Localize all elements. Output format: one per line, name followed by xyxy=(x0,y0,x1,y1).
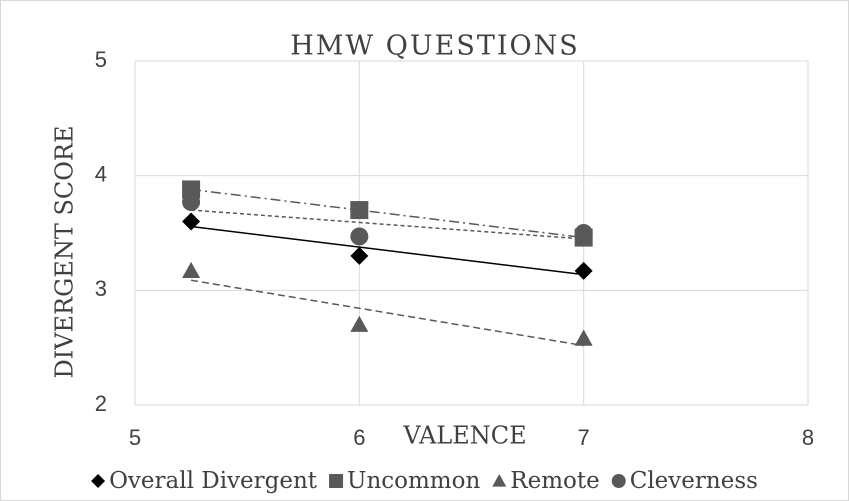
marker xyxy=(182,212,201,231)
trendline xyxy=(190,279,584,347)
marker xyxy=(91,474,106,488)
legend-item: Cleverness xyxy=(611,468,758,494)
trendline xyxy=(191,209,584,240)
marks xyxy=(182,180,593,347)
y-tick-label: 3 xyxy=(95,276,107,301)
legend-label: Cleverness xyxy=(630,468,758,494)
marker xyxy=(182,193,201,212)
x-tick-label: 8 xyxy=(802,425,814,450)
y-tick-label: 5 xyxy=(95,47,107,72)
marker xyxy=(492,474,507,487)
x-axis-label: VALENCE xyxy=(402,422,526,450)
marker xyxy=(182,261,201,279)
marker xyxy=(574,261,593,280)
x-tick-label: 7 xyxy=(578,425,590,450)
marker xyxy=(350,315,369,332)
legend-label: Uncommon xyxy=(347,468,480,494)
y-tick-label: 4 xyxy=(95,161,107,186)
legend: Overall Divergent Uncommon Remote Clevernes… xyxy=(91,468,758,494)
legend-item: Remote xyxy=(492,468,600,494)
x-tick-label: 5 xyxy=(129,425,141,450)
y-axis-label: DIVERGENT SCORE xyxy=(51,125,79,378)
legend-item: Uncommon xyxy=(329,468,480,494)
y-tick-label: 2 xyxy=(95,391,107,416)
legend-label: Overall Divergent xyxy=(109,468,318,494)
legend-item: Overall Divergent xyxy=(91,468,318,494)
marker xyxy=(182,180,201,199)
marker xyxy=(350,246,369,265)
trendline xyxy=(190,188,584,239)
marker xyxy=(574,329,593,346)
legend-label: Remote xyxy=(510,468,599,494)
marker xyxy=(350,227,369,246)
chart-title: HMW QUESTIONS xyxy=(290,31,580,62)
marker xyxy=(611,474,626,488)
marker xyxy=(574,224,593,242)
marker xyxy=(329,474,344,488)
marker xyxy=(350,201,369,220)
x-tick-label: 6 xyxy=(353,425,365,450)
trendline xyxy=(190,225,584,276)
